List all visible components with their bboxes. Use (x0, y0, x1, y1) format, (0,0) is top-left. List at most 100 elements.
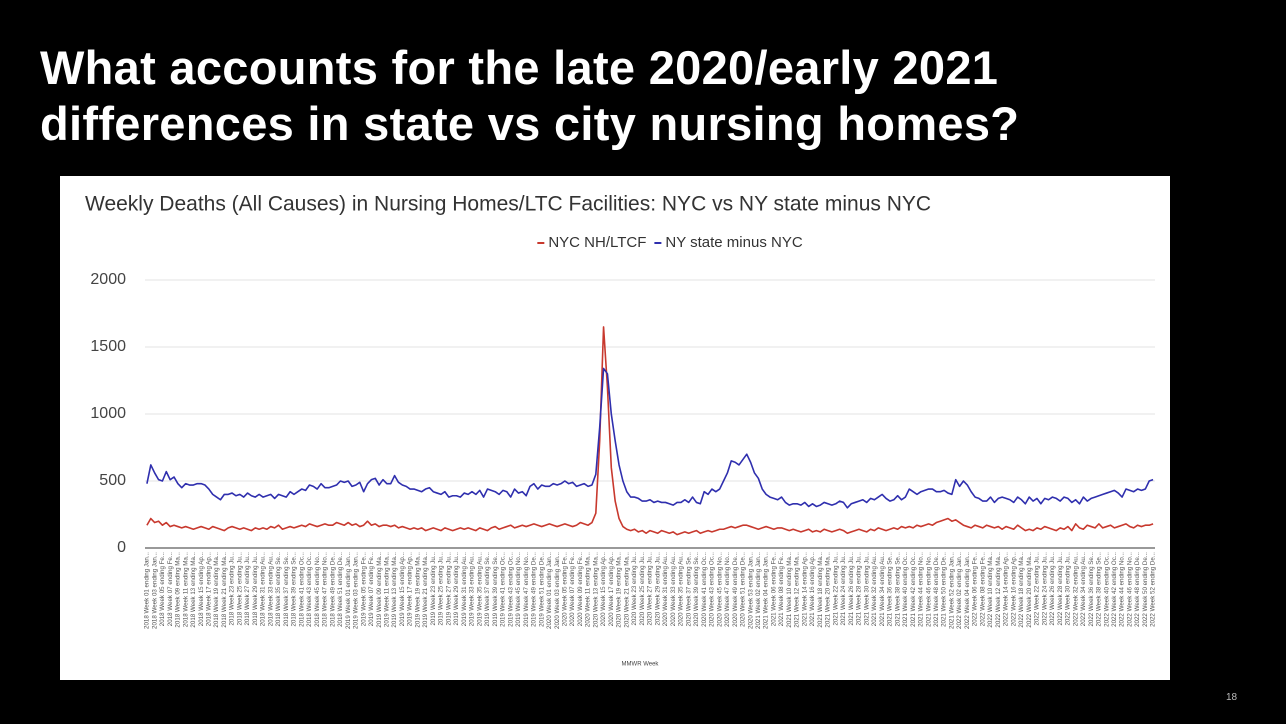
x-tick-label: 2022 Week 34 ending Au... (1080, 552, 1087, 626)
x-tick-label: 2018 Week 07 ending Fe... (167, 552, 174, 626)
series-line (146, 326, 1154, 536)
x-tick-label: 2020 Week 21 ending Ma... (623, 552, 630, 628)
x-tick-label: 2018 Week 17 ending Ap... (205, 552, 212, 626)
x-tick-label: 2020 Week 03 ending Jan... (554, 552, 561, 629)
title-line: differences in state vs city nursing hom… (40, 97, 1020, 150)
x-tick-label: 2022 Week 40 ending Oc... (1103, 552, 1110, 627)
x-tick-label: 2018 Week 19 ending Ma... (213, 552, 220, 628)
x-tick-label: 2021 Week 26 ending Ju... (848, 552, 855, 626)
y-tick-label: 2000 (90, 271, 126, 288)
x-tick-label: 2021 Week 40 ending Oc... (902, 552, 909, 627)
x-tick-label: 2021 Week 06 ending Fe... (770, 552, 777, 626)
x-tick-label: 2018 Week 43 ending Oc... (306, 552, 313, 627)
x-tick-label: 2018 Week 01 ending Jan... (144, 552, 151, 629)
x-tick-label: 2020 Week 15 ending Ap... (600, 552, 607, 626)
x-tick-label: 2020 Week 09 ending Fe... (577, 552, 584, 626)
x-tick-label: 2021 Week 32 ending Au... (871, 552, 878, 626)
x-tick-label: 2020 Week 51 ending De... (740, 552, 747, 627)
x-axis-label: MMWR Week (622, 662, 660, 668)
x-tick-label: 2019 Week 15 ending Ap... (399, 552, 406, 626)
x-tick-label: 2021 Week 44 ending No... (918, 552, 925, 627)
x-tick-label: 2020 Week 01 ending Jan... (546, 552, 553, 629)
x-tick-label: 2018 Week 13 ending Ma... (190, 552, 197, 628)
x-tick-label: 2021 Week 22 ending Ju... (832, 552, 839, 626)
x-tick-label: 2021 Week 30 ending Ju... (863, 552, 870, 626)
x-tick-label: 2018 Week 39 ending Se... (291, 552, 298, 627)
x-tick-label: 2018 Week 29 ending Ju... (252, 552, 259, 626)
x-tick-label: 2021 Week 36 ending Se... (887, 552, 894, 627)
x-tick-label: 2018 Week 47 ending No... (322, 552, 329, 627)
x-tick-label: 2020 Week 29 ending Ju... (654, 552, 661, 626)
x-tick-label: 2022 Week 46 ending No... (1126, 552, 1133, 627)
x-tick-label: 2022 Week 06 ending Fe... (972, 552, 979, 626)
x-tick-label: 2021 Week 42 ending Oc... (910, 552, 917, 627)
x-tick-label: 2019 Week 41 ending Oc... (500, 552, 507, 627)
x-tick-label: 2019 Week 03 ending Jan... (353, 552, 360, 629)
x-tick-label: 2021 Week 02 ending Jan... (755, 552, 762, 629)
x-tick-label: 2018 Week 41 ending Oc... (298, 552, 305, 627)
x-tick-label: 2019 Week 35 ending Au... (476, 552, 483, 626)
x-tick-label: 2019 Week 11 ending Ma... (383, 552, 390, 627)
x-tick-label: 2022 Week 48 ending De... (1134, 552, 1141, 627)
x-tick-label: 2018 Week 37 ending Se... (283, 552, 290, 627)
x-tick-label: 2018 Week 25 ending Ju... (236, 552, 243, 626)
x-tick-label: 2019 Week 43 ending Oc... (507, 552, 514, 627)
x-tick-label: 2020 Week 27 ending Ju... (647, 552, 654, 626)
x-tick-label: 2020 Week 23 ending Ju... (631, 552, 638, 626)
x-tick-label: 2019 Week 09 ending Ma... (376, 552, 383, 628)
x-tick-label: 2019 Week 45 ending No... (515, 552, 522, 627)
x-tick-label: 2021 Week 18 ending Ma... (817, 552, 824, 628)
x-tick-label: 2021 Week 14 ending Ap... (801, 552, 808, 626)
x-tick-label: 2018 Week 21 ending Ma... (221, 552, 228, 628)
x-tick-label: 2019 Week 47 ending No... (523, 552, 530, 627)
x-tick-label: 2020 Week 11 ending Ma... (585, 552, 592, 627)
x-tick-label: 2021 Week 46 ending No... (925, 552, 932, 627)
x-tick-label: 2019 Week 07 ending Fe... (368, 552, 375, 626)
x-tick-label: 2018 Week 27 ending Ju... (244, 552, 251, 626)
x-tick-label: 2022 Week 16 ending Ap... (1010, 552, 1017, 626)
x-tick-label: 2022 Week 42 ending Oc... (1111, 552, 1118, 627)
x-tick-label: 2021 Week 48 ending De... (933, 552, 940, 627)
x-tick-label: 2018 Week 33 ending Au... (267, 552, 274, 626)
x-tick-label: 2022 Week 22 ending Ju... (1034, 552, 1041, 626)
x-tick-label: 2022 Week 14 ending Ap... (1003, 552, 1010, 626)
x-tick-label: 2021 Week 50 ending De... (941, 552, 948, 627)
x-tick-label: 2020 Week 25 ending Ju... (639, 552, 646, 626)
x-tick-label: 2021 Week 28 ending Ju... (856, 552, 863, 626)
x-tick-label: 2021 Week 20 ending Ma... (825, 552, 832, 628)
x-tick-label: 2022 Week 50 ending De... (1142, 552, 1149, 627)
x-tick-label: 2020 Week 53 ending Jan... (747, 552, 754, 629)
x-tick-label: 2022 Week 02 ending Jan... (956, 552, 963, 629)
x-tick-label: 2019 Week 49 ending De... (531, 552, 538, 627)
x-tick-label: 2020 Week 37 ending Se... (685, 552, 692, 627)
x-tick-label: 2019 Week 31 ending Au... (461, 552, 468, 626)
x-tick-label: 2018 Week 11 ending Ma... (182, 552, 189, 627)
x-tick-label: 2022 Week 18 ending Ma... (1018, 552, 1025, 628)
x-tick-label: 2019 Week 05 ending Fe... (360, 552, 367, 626)
x-tick-label: 2022 Week 26 ending Ju... (1049, 552, 1056, 626)
x-tick-label: 2021 Week 12 ending Ma... (794, 552, 801, 628)
x-tick-label: 2019 Week 27 ending Ju... (445, 552, 452, 626)
x-tick-label: 2020 Week 45 ending No... (716, 552, 723, 627)
x-tick-label: 2018 Week 15 ending Ap... (198, 552, 205, 626)
x-tick-label: 2020 Week 19 ending Ma... (616, 552, 623, 628)
x-tick-label: 2022 Week 44 ending No... (1119, 552, 1126, 627)
x-tick-label: 2019 Week 21 ending Ma... (422, 552, 429, 628)
x-tick-label: 2021 Week 38 ending Se... (894, 552, 901, 627)
x-tick-label: 2020 Week 17 ending Ap... (608, 552, 615, 626)
x-tick-label: 2022 Week 12 ending Ma... (995, 552, 1002, 628)
x-tick-label: 2020 Week 39 ending Se... (693, 552, 700, 627)
x-tick-label: 2021 Week 24 ending Ju... (840, 552, 847, 626)
x-tick-label: 2020 Week 13 ending Ma... (592, 552, 599, 628)
x-tick-label: 2018 Week 49 ending De... (329, 552, 336, 627)
x-tick-label: 2019 Week 25 ending Ju... (438, 552, 445, 626)
x-tick-label: 2018 Week 03 ending Jan... (151, 552, 158, 629)
x-tick-label: 2020 Week 41 ending Oc... (701, 552, 708, 627)
x-tick-label: 2021 Week 10 ending Ma... (786, 552, 793, 628)
x-tick-label: 2019 Week 01 ending Jan... (345, 552, 352, 629)
x-tick-label: 2020 Week 05 ending Fe... (562, 552, 569, 626)
x-tick-label: 2019 Week 39 ending Se... (492, 552, 499, 627)
x-tick-label: 2018 Week 23 ending Ju... (229, 552, 236, 626)
x-tick-label: 2021 Week 04 ending Jan... (763, 552, 770, 629)
